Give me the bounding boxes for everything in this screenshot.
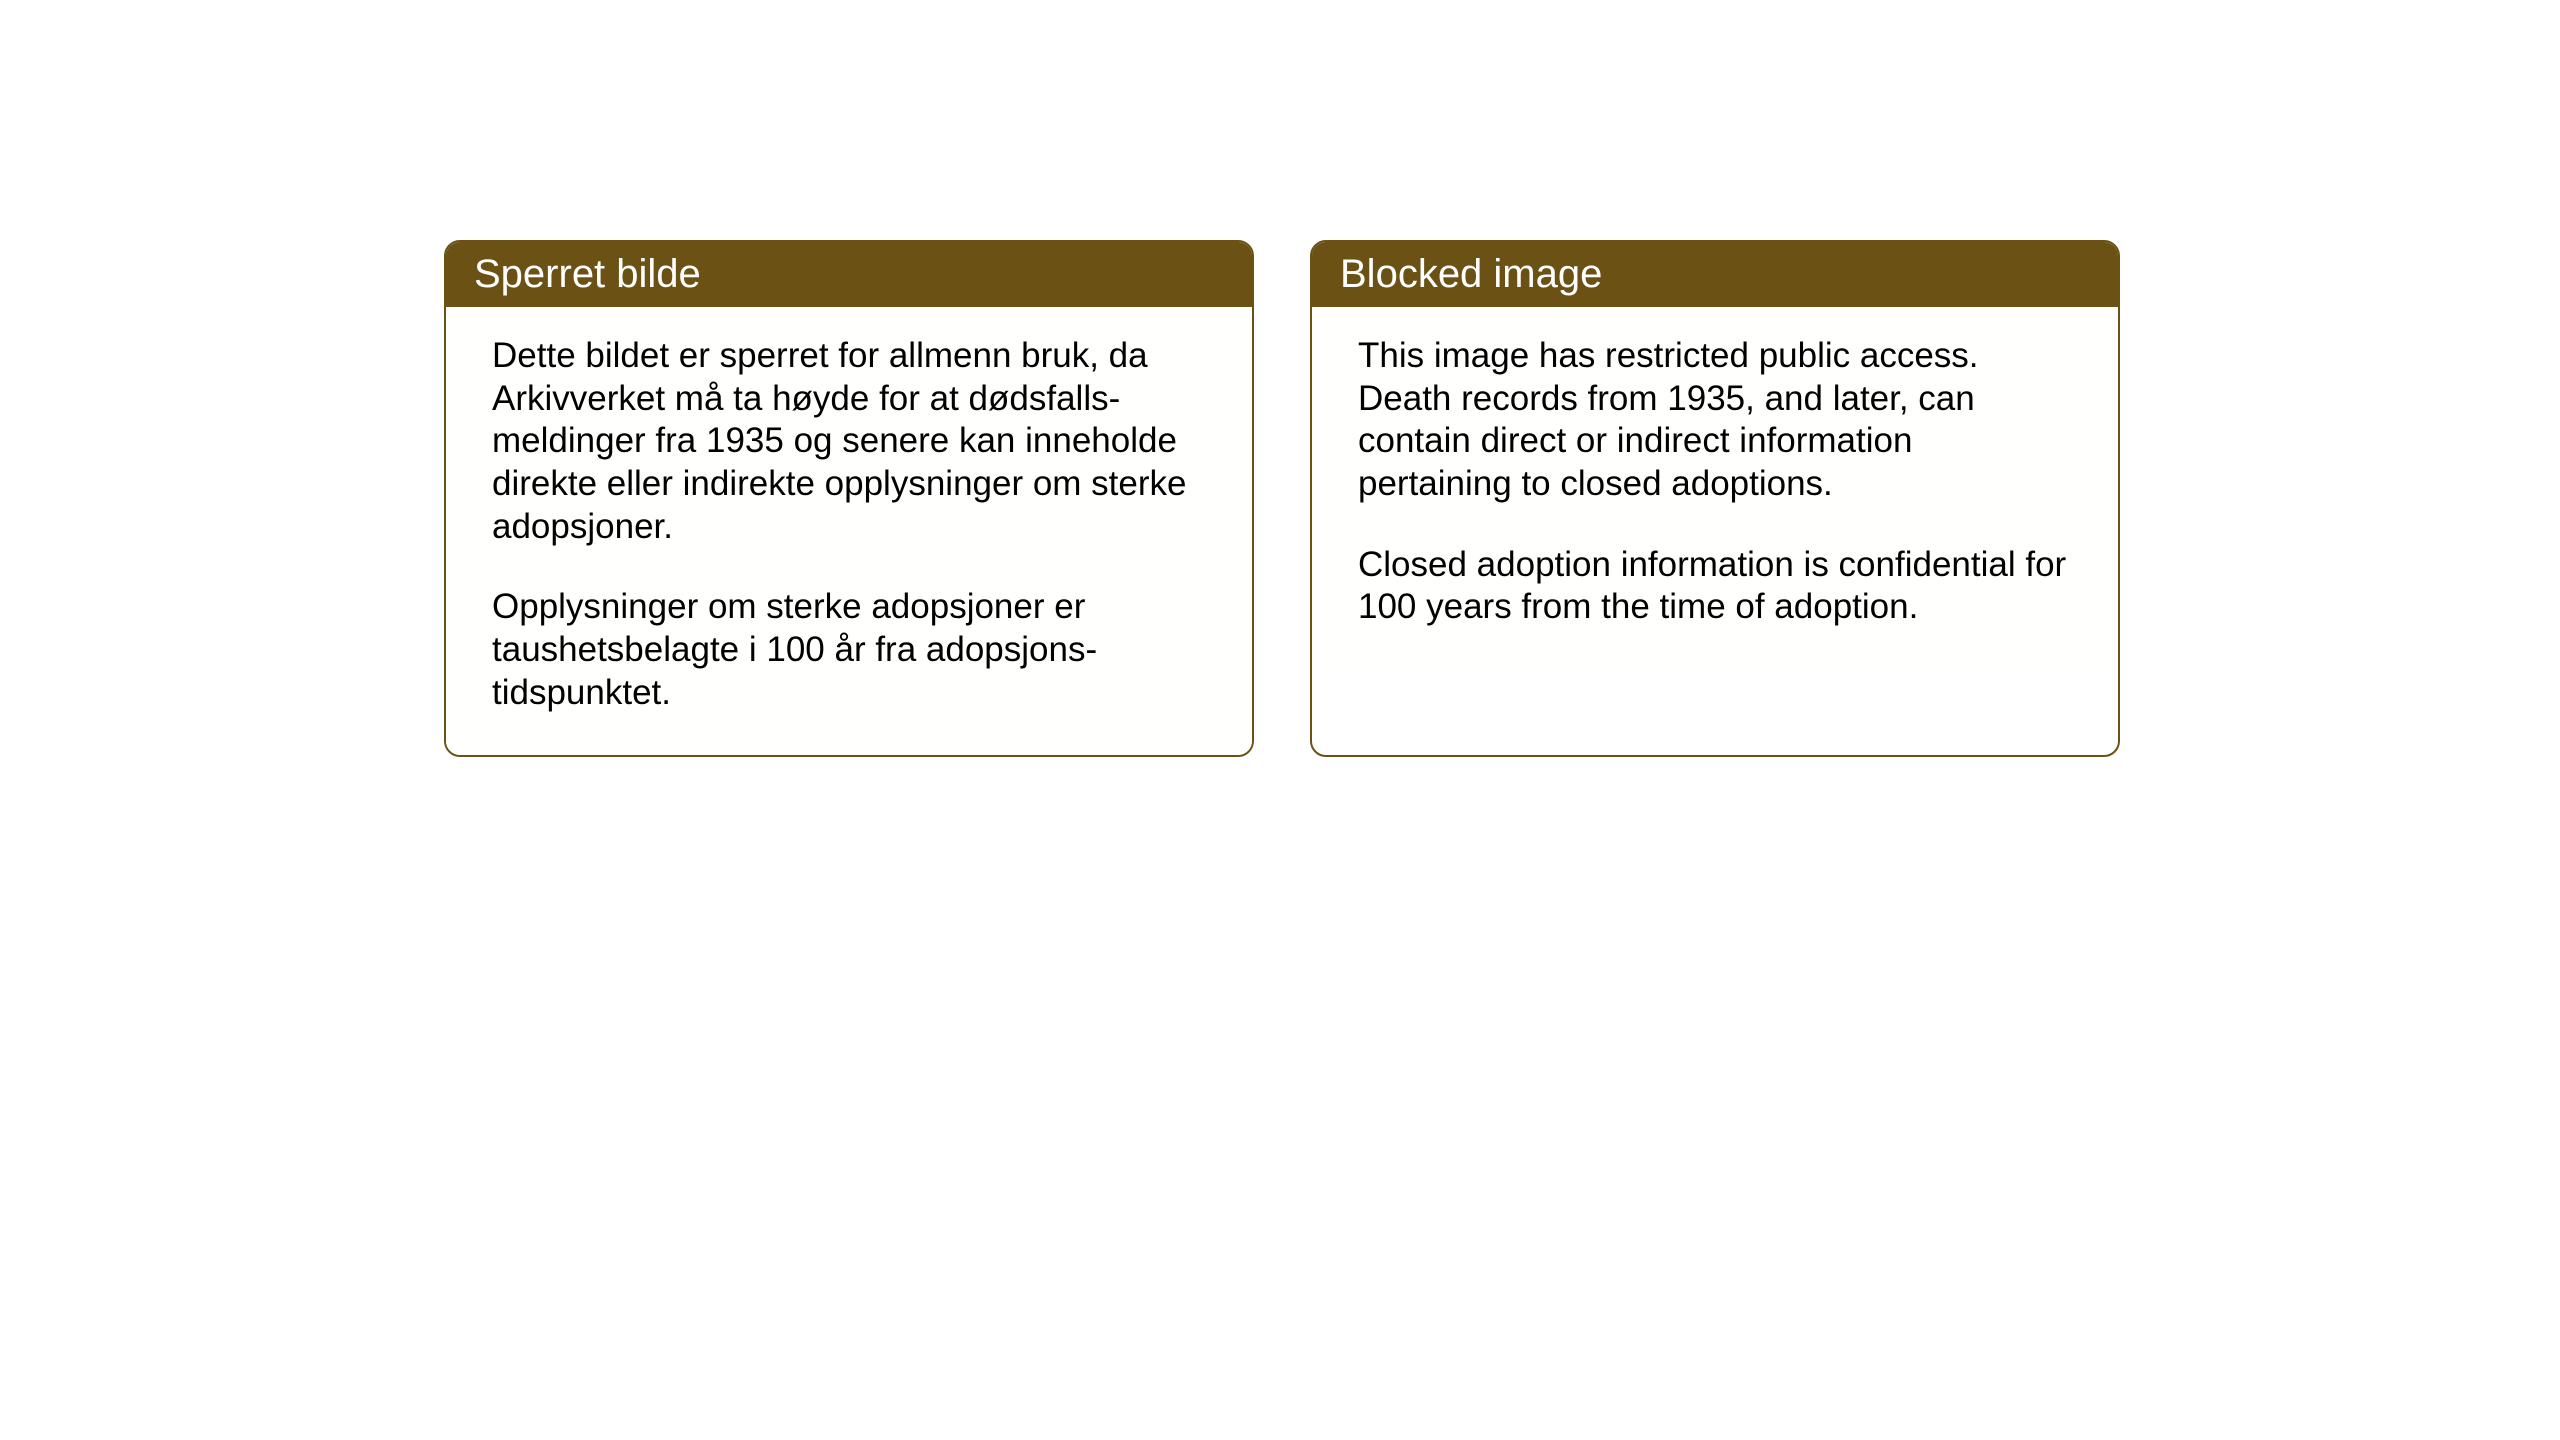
card-body-norwegian: Dette bildet er sperret for allmenn bruk… bbox=[446, 307, 1252, 755]
card-body-english: This image has restricted public access.… bbox=[1312, 307, 2118, 669]
card-paragraph-2-norwegian: Opplysninger om sterke adopsjoner er tau… bbox=[492, 586, 1206, 714]
notice-container: Sperret bilde Dette bildet er sperret fo… bbox=[444, 240, 2120, 757]
card-paragraph-1-english: This image has restricted public access.… bbox=[1358, 335, 2072, 506]
card-paragraph-1-norwegian: Dette bildet er sperret for allmenn bruk… bbox=[492, 335, 1206, 548]
notice-card-english: Blocked image This image has restricted … bbox=[1310, 240, 2120, 757]
notice-card-norwegian: Sperret bilde Dette bildet er sperret fo… bbox=[444, 240, 1254, 757]
card-paragraph-2-english: Closed adoption information is confident… bbox=[1358, 544, 2072, 629]
card-title-norwegian: Sperret bilde bbox=[446, 242, 1252, 307]
card-title-english: Blocked image bbox=[1312, 242, 2118, 307]
